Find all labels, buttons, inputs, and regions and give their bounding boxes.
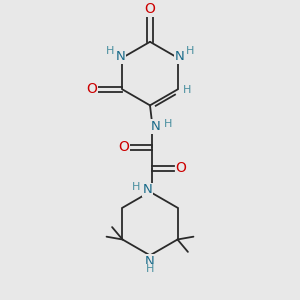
- Text: H: H: [132, 182, 140, 192]
- Text: O: O: [118, 140, 129, 154]
- Text: N: N: [151, 120, 161, 133]
- Text: H: H: [186, 46, 194, 56]
- Text: N: N: [143, 183, 152, 196]
- Text: H: H: [183, 85, 191, 95]
- Text: O: O: [176, 161, 186, 175]
- Text: H: H: [146, 265, 154, 275]
- Text: N: N: [115, 50, 125, 63]
- Text: O: O: [86, 82, 97, 97]
- Text: N: N: [145, 255, 155, 268]
- Text: N: N: [175, 50, 185, 63]
- Text: H: H: [164, 118, 172, 129]
- Text: H: H: [106, 46, 114, 56]
- Text: O: O: [145, 2, 155, 16]
